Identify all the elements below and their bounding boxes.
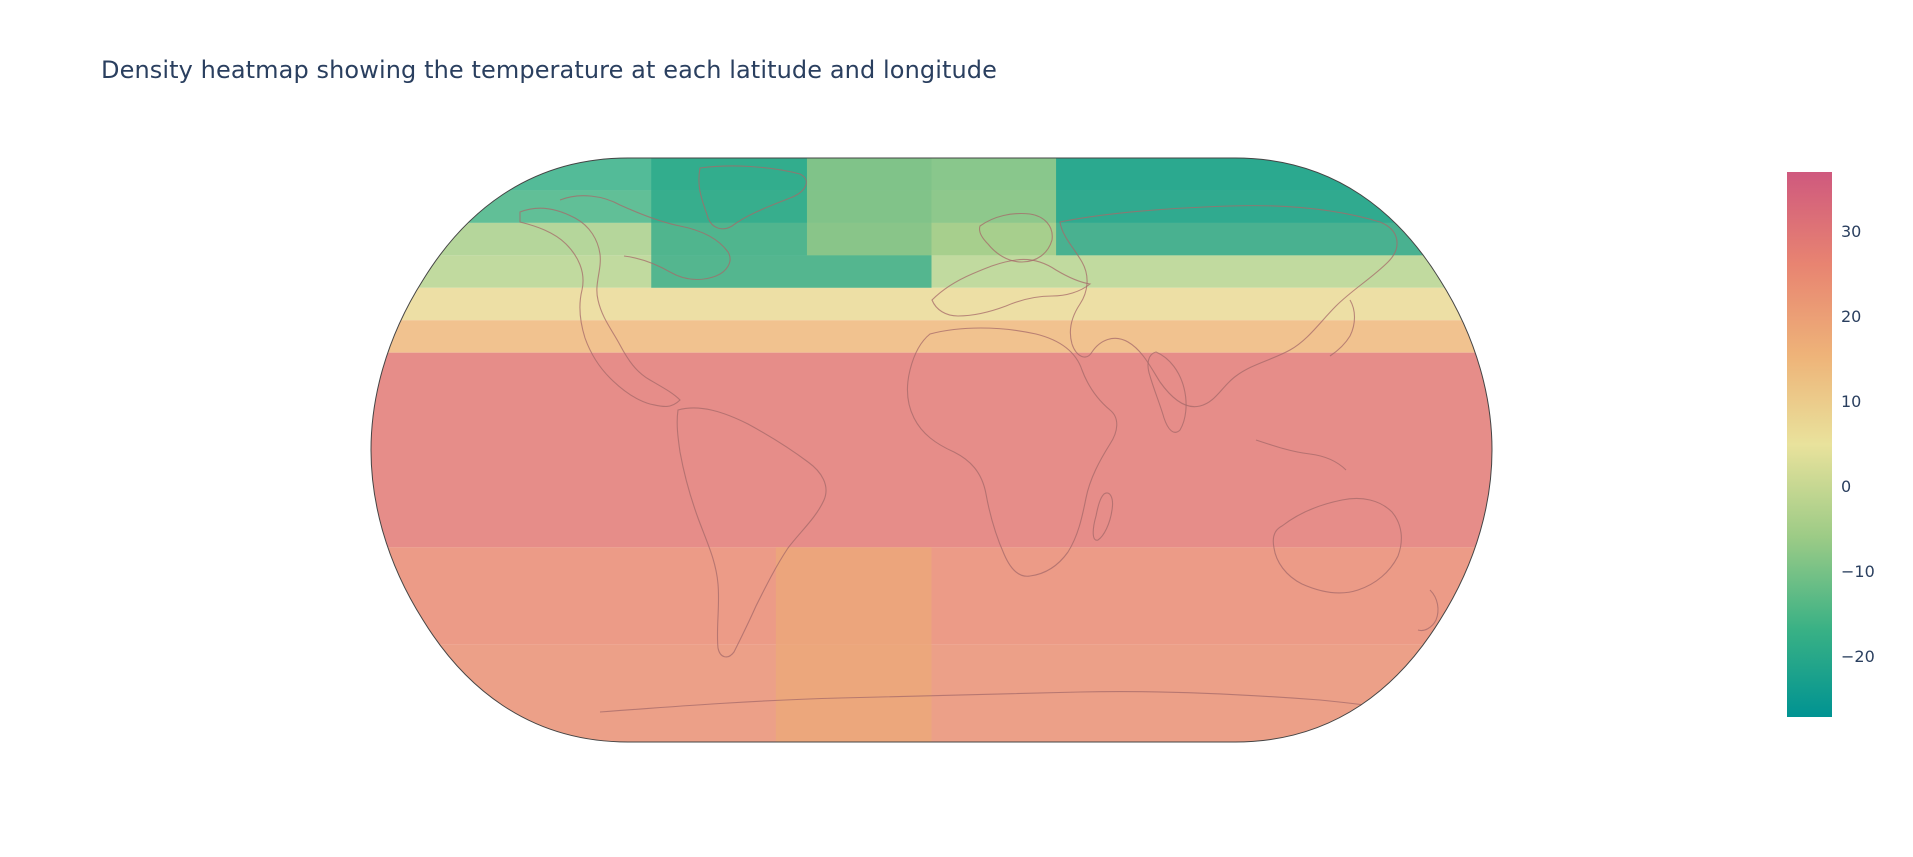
coastline-north-america (519, 207, 681, 408)
coastline-europe (931, 258, 1092, 317)
coastline-scandinavia (978, 212, 1053, 263)
coastlines (519, 165, 1439, 713)
colorbar-tick-label: −10 (1841, 562, 1875, 582)
coastline-asia (1059, 205, 1398, 408)
heat-band-4 (371, 287, 1492, 321)
colorbar-tick-label: 10 (1841, 391, 1862, 411)
coastline-africa (906, 327, 1118, 577)
heat-region-1 (1056, 158, 1492, 256)
coastline-india (1147, 351, 1187, 433)
coastline-japan (1329, 299, 1356, 357)
coastline-australia (1272, 497, 1402, 594)
colorbar-tick-label: 0 (1841, 477, 1852, 497)
heat-region-2 (806, 158, 1057, 256)
colorbar-tick-label: 30 (1841, 221, 1862, 241)
coastline-indonesia (1255, 439, 1347, 471)
heat-band-6 (371, 352, 1492, 548)
coastline-greenland (698, 165, 807, 230)
coastline-canada (559, 195, 731, 281)
coastline-new-zealand (1417, 589, 1439, 632)
heatmap-layer (371, 158, 1492, 742)
heat-region-3 (775, 547, 932, 742)
chart-title: Density heatmap showing the temperature … (101, 56, 998, 84)
colorbar (1787, 172, 1832, 717)
colorbar-tick-label: 20 (1841, 306, 1862, 326)
colorbar-tick-label: −20 (1841, 647, 1875, 667)
coastline-antarctica (599, 690, 1411, 713)
heat-band-5 (371, 320, 1492, 353)
coastline-madagascar (1092, 492, 1114, 541)
coastline-south-america (676, 407, 827, 658)
